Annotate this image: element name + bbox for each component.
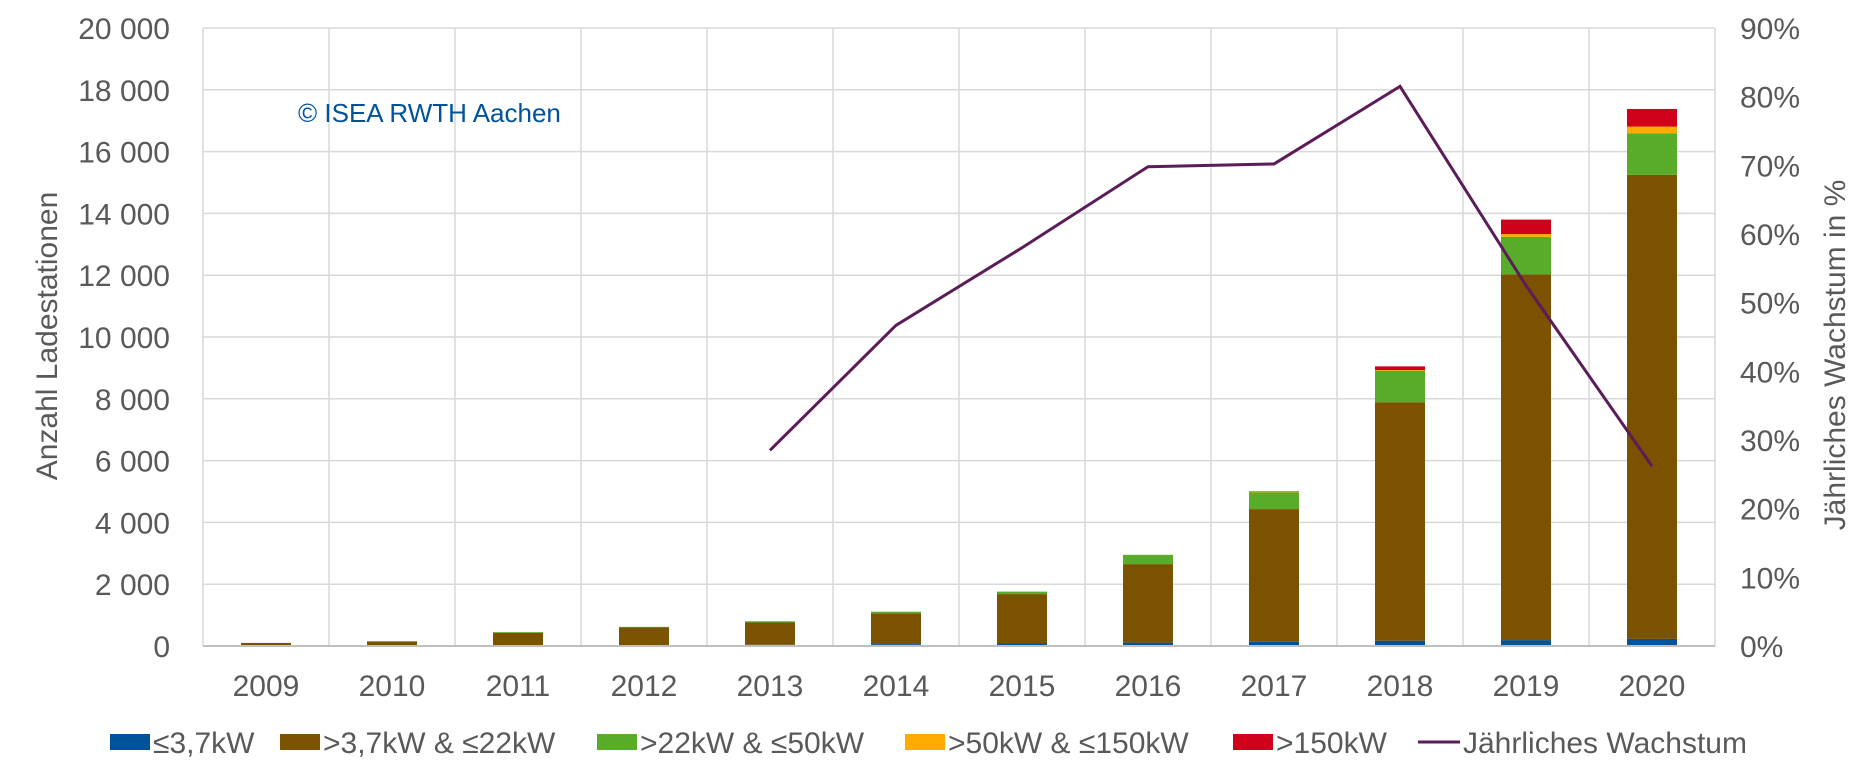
x-tick-label: 2013	[737, 670, 804, 703]
y-tick-label: 8 000	[95, 384, 170, 417]
legend-label: >150kW	[1276, 727, 1388, 760]
bar-segment	[367, 641, 417, 646]
bar-segment	[1375, 370, 1425, 403]
bar-segment	[1375, 640, 1425, 646]
axes: 0 2 000 4 000 6 000 8 000 10 000 12 000 14 000 1…	[78, 13, 1800, 703]
y2-tick-label: 10%	[1740, 562, 1800, 595]
bar-segment	[745, 621, 795, 623]
legend-swatch	[280, 734, 320, 750]
legend-label: >3,7kW & ≤22kW	[323, 727, 556, 760]
y-tick-label: 10 000	[78, 322, 170, 355]
legend-item: >22kW & ≤50kW	[597, 727, 865, 760]
bar-segment	[619, 626, 669, 628]
legend-swatch	[905, 734, 945, 750]
y2-tick-label: 90%	[1740, 13, 1800, 46]
legend-label: Jährliches Wachstum	[1463, 727, 1747, 760]
y-tick-label: 16 000	[78, 137, 170, 170]
bar-segment	[241, 642, 291, 646]
bar-segment	[1501, 234, 1551, 237]
bar-segment	[997, 643, 1047, 646]
y-tick-label: 12 000	[78, 260, 170, 293]
x-tick-label: 2018	[1367, 670, 1434, 703]
y-tick-label: 20 000	[78, 13, 170, 46]
growth-line-path	[768, 84, 1654, 467]
y2-tick-label: 50%	[1740, 288, 1800, 321]
legend-label: >50kW & ≤150kW	[948, 727, 1189, 760]
y2-tick-label: 30%	[1740, 425, 1800, 458]
x-tick-label: 2016	[1115, 670, 1182, 703]
legend-label: ≤3,7kW	[153, 727, 255, 760]
bar-segment	[745, 622, 795, 645]
legend-item: >3,7kW & ≤22kW	[280, 727, 556, 760]
x-tick-label: 2011	[486, 670, 551, 703]
bar-segment	[871, 613, 921, 645]
legend-swatch	[597, 734, 637, 750]
bar-segment	[1375, 370, 1425, 371]
bar-segment	[493, 632, 543, 646]
bar-segment	[1249, 641, 1299, 646]
y2-tick-label: 0%	[1740, 631, 1783, 664]
x-tick-label: 2015	[989, 670, 1056, 703]
x-tick-label: 2019	[1493, 670, 1560, 703]
legend-swatch	[110, 734, 150, 750]
legend-item: ≤3,7kW	[110, 727, 255, 760]
bars	[241, 108, 1677, 647]
bar-segment	[1123, 642, 1173, 646]
bar-segment	[1375, 366, 1425, 371]
y-tick-label: 0	[153, 631, 170, 664]
y2-tick-label: 70%	[1740, 150, 1800, 183]
bar-segment	[1123, 564, 1173, 643]
bar-segment	[1123, 554, 1173, 565]
bar-segment	[1249, 491, 1299, 492]
x-tick-label: 2012	[611, 670, 678, 703]
legend-item: >150kW	[1233, 727, 1388, 760]
y-tick-label: 18 000	[78, 75, 170, 108]
y-tick-label: 2 000	[95, 569, 170, 602]
y-axis-label: Anzahl Ladestationen	[31, 192, 64, 481]
y2-tick-label: 40%	[1740, 356, 1800, 389]
bar-segment	[1249, 491, 1299, 493]
y-tick-label: 6 000	[95, 446, 170, 479]
y2-tick-label: 20%	[1740, 494, 1800, 527]
grid	[202, 27, 1716, 647]
copyright-annotation: © ISEA RWTH Aachen	[298, 98, 561, 128]
x-tick-label: 2014	[863, 670, 930, 703]
bar-segment	[1501, 640, 1551, 646]
y2-tick-label: 60%	[1740, 219, 1800, 252]
bar-segment	[1627, 126, 1677, 134]
y-tick-label: 4 000	[95, 507, 170, 540]
bar-segment	[619, 627, 669, 646]
bar-segment	[1627, 108, 1677, 127]
x-tick-label: 2009	[233, 670, 300, 703]
bar-segment	[493, 632, 543, 633]
legend-label: >22kW & ≤50kW	[640, 727, 865, 760]
legend-item: >50kW & ≤150kW	[905, 727, 1189, 760]
bar-segment	[1249, 492, 1299, 510]
x-tick-label: 2010	[359, 670, 426, 703]
y2-tick-label: 80%	[1740, 82, 1800, 115]
growth-line	[768, 84, 1654, 467]
x-tick-label: 2020	[1619, 670, 1686, 703]
bar-segment	[997, 594, 1047, 644]
bar-segment	[871, 611, 921, 614]
y-tick-label: 14 000	[78, 198, 170, 231]
bar-segment	[1501, 236, 1551, 275]
bar-segment	[1375, 402, 1425, 641]
bar-segment	[1627, 638, 1677, 646]
bar-segment	[1627, 174, 1677, 639]
y2-axis-label: Jährliches Wachstum in %	[1819, 180, 1852, 531]
legend-swatch	[1233, 734, 1273, 750]
legend: ≤3,7kW >3,7kW & ≤22kW >22kW & ≤50kW >50kW &…	[110, 727, 1747, 760]
bar-segment	[1501, 274, 1551, 641]
bar-segment	[1249, 509, 1299, 642]
bar-segment	[1501, 219, 1551, 235]
x-tick-label: 2017	[1241, 670, 1308, 703]
legend-item: Jährliches Wachstum	[1418, 727, 1747, 760]
bar-segment	[1627, 133, 1677, 175]
bar-segment	[997, 591, 1047, 595]
